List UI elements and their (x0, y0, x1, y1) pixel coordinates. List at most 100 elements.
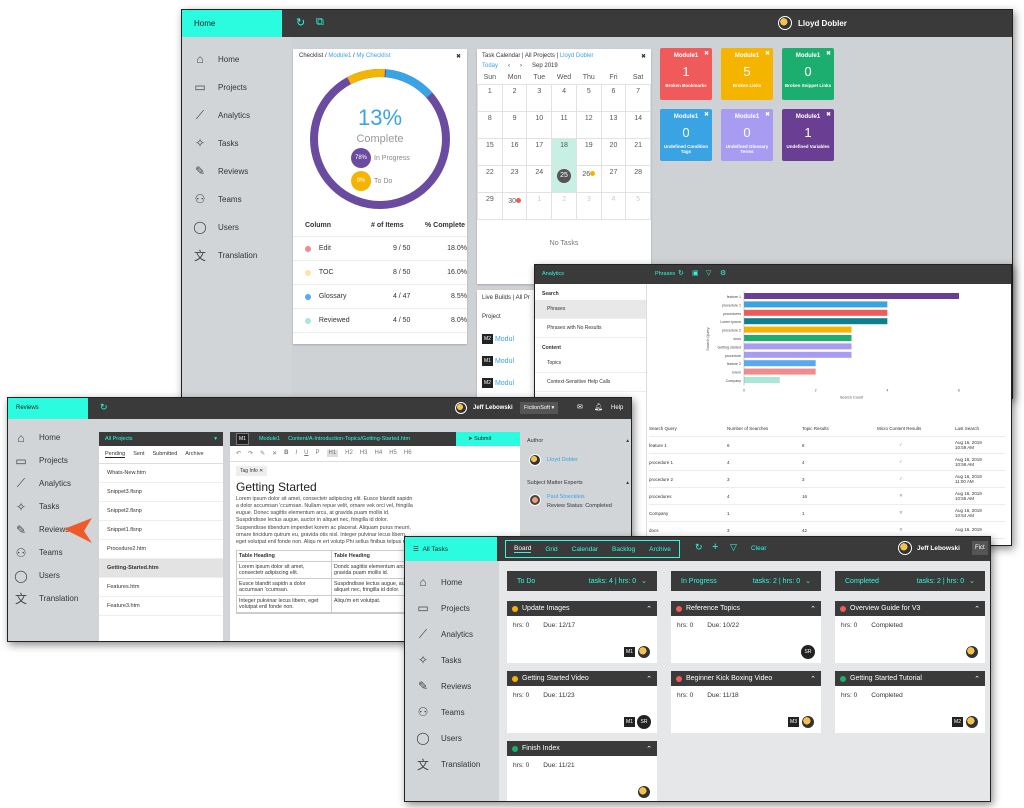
issue-tile[interactable]: ✖ Module1 0 Undefined Glossary Terms (721, 109, 773, 161)
file-item[interactable]: Snippet3.flsnp (99, 483, 223, 502)
close-icon[interactable]: ✖ (825, 112, 831, 118)
sidebar-item-teams[interactable]: ⚇ Teams (13, 541, 94, 564)
analytics-nav-item[interactable]: Topics (535, 354, 646, 373)
tag-info-button[interactable]: Tag Info ✕ (236, 466, 268, 476)
filter-icon[interactable]: ▽ (706, 270, 712, 277)
build-item[interactable]: M1 Modul (482, 356, 515, 366)
refresh-icon[interactable]: ↻ (695, 542, 703, 552)
calendar-day[interactable]: 1 (477, 83, 503, 112)
clear-button[interactable]: Clear (751, 545, 767, 552)
bell-icon[interactable]: 🔔︎ (594, 404, 603, 411)
bar[interactable] (744, 343, 852, 350)
sidebar-item-analytics[interactable]: ⟋ Analytics (192, 101, 292, 129)
table-row[interactable]: procedures 4 16 ✕ Aug 16, 2019 10:55 AM (649, 488, 1005, 505)
sidebar-item-users[interactable]: ◯ Users (192, 213, 292, 241)
issue-tile[interactable]: ✖ Module1 0 Undefined Condition Tags (660, 109, 712, 161)
task-card[interactable]: Reference Topics ⌃ hrs: 0 Due: 10/22 SR (671, 601, 821, 663)
calendar-day[interactable]: 18 (551, 137, 577, 166)
file-item[interactable]: Procedure2.htm (99, 540, 223, 559)
table-row[interactable]: feature 1 6 6 ✓ Aug 16, 2019 10:59 AM (649, 437, 1005, 454)
underline-icon[interactable]: U (304, 450, 309, 456)
bar[interactable] (744, 301, 888, 308)
calendar-day[interactable]: 9 (501, 110, 528, 139)
sidebar-item-projects[interactable]: ▭ Projects (13, 449, 94, 472)
today-button[interactable]: Today (482, 63, 499, 69)
org-select[interactable]: FictionSoft ▾ (520, 402, 559, 414)
user-avatar[interactable] (898, 541, 912, 555)
prev-month-icon[interactable]: ‹ (508, 63, 511, 69)
org-select[interactable]: Fict (972, 541, 988, 555)
close-icon[interactable]: ✖ (703, 112, 709, 118)
sidebar-item-translation[interactable]: 文 Translation (192, 241, 292, 269)
chevron-up-icon[interactable]: ⌃ (810, 605, 816, 613)
sidebar-item-home[interactable]: ⌂ Home (13, 426, 94, 449)
bar[interactable] (744, 335, 852, 341)
calendar-day[interactable]: 28 (625, 164, 651, 193)
table-row[interactable]: procedure 1 4 4 ✓ Aug 16, 2019 10:59 AM (649, 454, 1005, 471)
redo-icon[interactable]: ↷ (248, 451, 254, 457)
analytics-nav-item[interactable]: Phrases (535, 300, 646, 319)
mail-icon[interactable]: ✉ (577, 404, 583, 411)
all-projects-select[interactable]: All Projects ▾ (99, 432, 223, 446)
phrases-tab[interactable]: Phrases (655, 271, 676, 277)
sidebar-item-projects[interactable]: ▭ Projects (415, 595, 499, 621)
calendar-day[interactable]: 29 (477, 191, 503, 220)
calendar-day[interactable]: 25 (551, 164, 577, 193)
chevron-up-icon[interactable]: ⌃ (646, 745, 652, 753)
calendar-day[interactable]: 16 (501, 137, 528, 166)
sidebar-item-teams[interactable]: ⚇ Teams (415, 699, 499, 725)
paragraph-icon[interactable]: P (315, 450, 320, 456)
file-item[interactable]: Snippet1.flsnp (99, 521, 223, 540)
table-row[interactable]: Company 1 1 ✕ Aug 16, 2019 10:54 AM (649, 505, 1005, 522)
analytics-nav-item[interactable]: Context-Sensitive Help Calls (535, 373, 646, 392)
calendar-day[interactable]: 6 (600, 83, 627, 112)
task-card[interactable]: Getting Started Video ⌃ hrs: 0 Due: 11/23 M1… (507, 671, 657, 733)
filter-tab-pending[interactable]: Pending (105, 451, 126, 458)
close-icon[interactable]: ✖ (825, 51, 831, 57)
chevron-up-icon[interactable]: ⌃ (974, 675, 980, 683)
calendar-day[interactable]: 15 (477, 137, 503, 166)
task-card[interactable]: Beginner Kick Boxing Video ⌃ hrs: 0 Due: 11… (671, 671, 821, 733)
task-card[interactable]: Getting Started Tutorial ⌃ hrs: 0 Completed… (835, 671, 985, 733)
sidebar-item-tasks[interactable]: ✧ Tasks (13, 495, 94, 518)
calendar-day[interactable]: 7 (625, 83, 651, 112)
checklist-row[interactable]: Edit 9 / 50 18.0% (293, 237, 467, 261)
sidebar-item-analytics[interactable]: ⟋ Analytics (13, 472, 94, 495)
calendar-day[interactable]: 5 (625, 191, 651, 220)
calendar-day[interactable]: 12 (575, 110, 602, 139)
build-item[interactable]: M2 Modul (482, 334, 515, 344)
sme-name[interactable]: Paul Stoeckleis (547, 494, 585, 500)
tab-home[interactable]: Home (182, 10, 282, 37)
bar[interactable] (744, 326, 852, 333)
bar[interactable] (744, 377, 780, 383)
sidebar-item-analytics[interactable]: ⟋ Analytics (415, 621, 499, 647)
chevron-down-icon[interactable]: ⌄ (641, 578, 647, 585)
bar[interactable] (744, 351, 852, 358)
crumb-user[interactable]: Lloyd Dobler (559, 53, 594, 59)
user-name[interactable]: Jeff Lebowski (473, 405, 513, 411)
filter-icon[interactable]: ▽ (730, 542, 737, 552)
crumb-my-checklist[interactable]: My Checklist (356, 53, 391, 59)
crumb-task-calendar[interactable]: Task Calendar (482, 53, 521, 59)
column-header[interactable]: To Do tasks: 4 | hrs: 0 ⌄ (507, 571, 657, 591)
calendar-day[interactable]: 11 (551, 110, 577, 139)
column-header[interactable]: Completed tasks: 2 | hrs: 0 ⌄ (835, 571, 985, 591)
calendar-day[interactable]: 22 (477, 164, 503, 193)
chevron-down-icon[interactable]: ⌄ (969, 578, 975, 585)
sidebar-item-home[interactable]: ⌂ Home (415, 569, 499, 595)
task-card[interactable]: Update Images ⌃ hrs: 0 Due: 12/17 M1 (507, 601, 657, 663)
analytics-nav-item[interactable]: Phrases with No Results (535, 319, 646, 338)
close-icon[interactable]: ✖ (455, 54, 461, 60)
calendar-day[interactable]: 23 (501, 164, 528, 193)
heading-h1-button[interactable]: H1 (326, 450, 339, 457)
calendar-day[interactable]: 27 (600, 164, 627, 193)
sidebar-item-reviews[interactable]: ✎ Reviews (415, 673, 499, 699)
calendar-day[interactable]: 19 (575, 137, 602, 166)
heading-h3-button[interactable]: H3 (359, 450, 368, 456)
chevron-up-icon[interactable]: ⌃ (646, 605, 652, 613)
checklist-row[interactable]: Glossary 4 / 47 8.5% (293, 285, 467, 309)
close-icon[interactable]: ✖ (640, 54, 646, 60)
sidebar-item-home[interactable]: ⌂ Home (192, 45, 292, 73)
open-external-icon[interactable]: ⧉ (316, 16, 324, 28)
calendar-day[interactable]: 13 (600, 110, 627, 139)
